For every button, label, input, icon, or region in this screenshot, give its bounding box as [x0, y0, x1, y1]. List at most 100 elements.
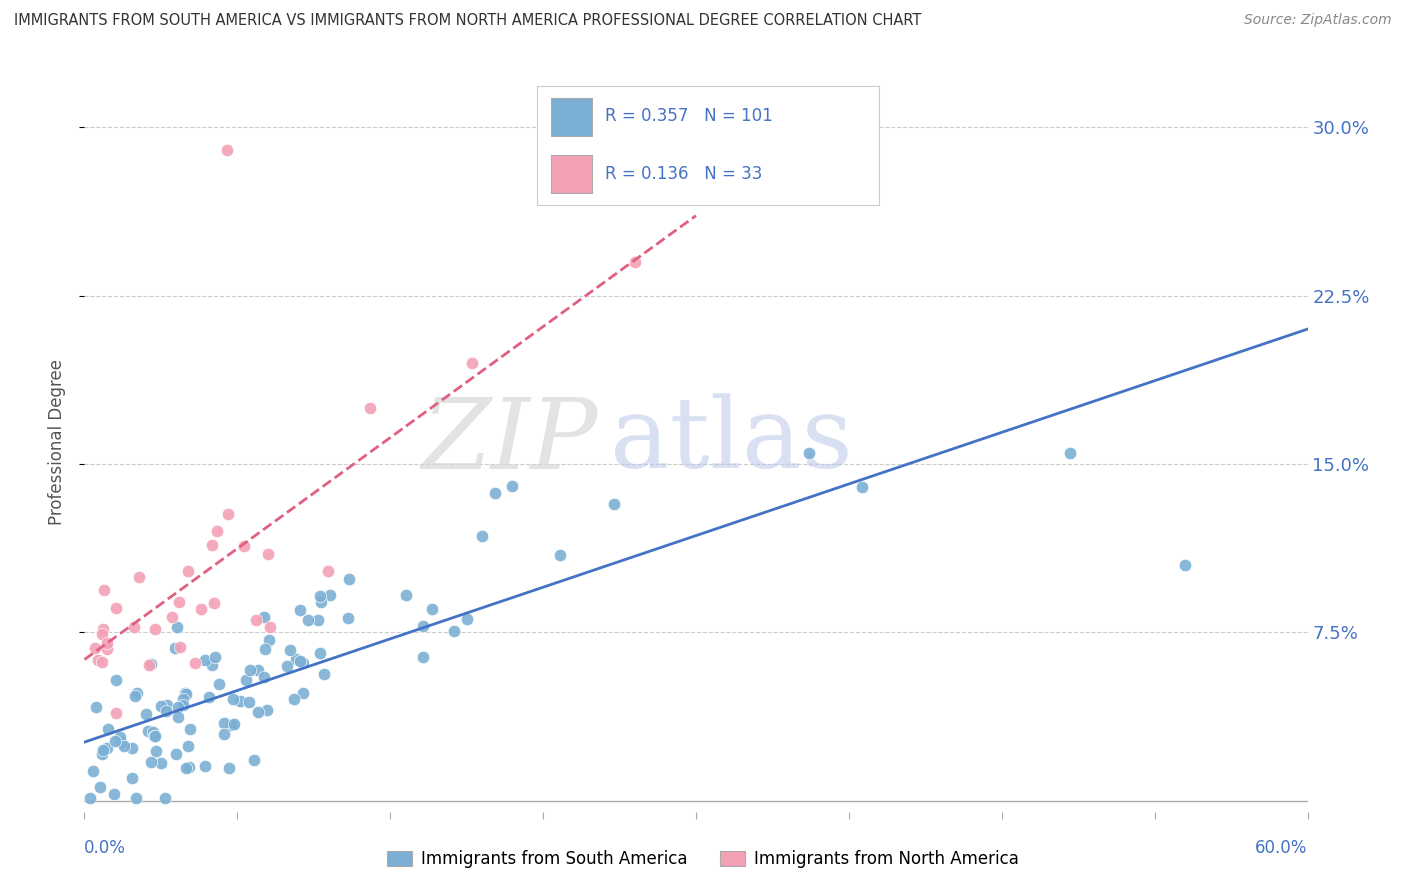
Point: [183, 656, 205, 670]
Point: [167, 595, 190, 609]
Point: [312, 666, 335, 681]
Point: [177, 739, 200, 753]
Point: [112, 739, 135, 753]
Text: ZIP: ZIP: [422, 394, 598, 489]
Point: [292, 686, 315, 700]
Point: [316, 564, 339, 578]
Point: [163, 640, 186, 655]
Point: [190, 602, 212, 616]
Point: [443, 624, 465, 639]
Point: [166, 710, 188, 724]
Point: [139, 657, 162, 671]
Point: [309, 595, 332, 609]
Point: [290, 654, 312, 668]
Point: [290, 602, 312, 616]
Point: [221, 692, 243, 706]
Point: [96, 741, 118, 756]
Point: [194, 653, 217, 667]
Point: [246, 664, 269, 678]
Point: [169, 640, 191, 655]
Point: [179, 722, 201, 736]
Point: [127, 685, 149, 699]
Point: [254, 641, 277, 656]
Point: [394, 588, 416, 602]
Legend: Immigrants from South America, Immigrants from North America: Immigrants from South America, Immigrant…: [381, 844, 1025, 875]
Point: [160, 609, 183, 624]
Point: [153, 791, 176, 805]
Point: [253, 610, 276, 624]
Point: [217, 507, 239, 521]
Point: [103, 787, 125, 801]
Point: [624, 255, 647, 269]
Point: [96, 636, 118, 650]
Point: [91, 743, 114, 757]
Point: [87, 653, 110, 667]
Point: [124, 791, 146, 805]
Point: [91, 627, 114, 641]
Point: [165, 747, 187, 762]
Point: [143, 622, 166, 636]
Point: [156, 698, 179, 712]
Point: [139, 755, 162, 769]
Point: [166, 700, 188, 714]
Point: [93, 582, 115, 597]
Point: [84, 700, 107, 714]
Point: [309, 646, 332, 660]
Point: [243, 753, 266, 767]
Point: [145, 743, 167, 757]
Point: [96, 642, 118, 657]
Point: [91, 622, 114, 636]
Point: [1059, 446, 1081, 460]
Point: [603, 497, 626, 511]
Point: [233, 540, 256, 554]
Point: [104, 733, 127, 747]
Point: [420, 602, 443, 616]
Point: [212, 715, 235, 730]
Point: [461, 356, 484, 370]
Point: [548, 548, 571, 562]
Point: [108, 731, 131, 745]
Point: [212, 726, 235, 740]
Point: [110, 735, 132, 749]
Point: [172, 698, 194, 713]
Point: [291, 656, 314, 670]
Point: [105, 673, 128, 688]
Point: [221, 718, 243, 732]
Point: [280, 643, 302, 657]
Point: [308, 589, 330, 603]
Point: [128, 570, 150, 584]
Point: [105, 706, 128, 720]
Point: [456, 612, 478, 626]
Point: [83, 640, 105, 655]
Point: [91, 747, 114, 762]
Point: [412, 649, 434, 664]
Point: [201, 658, 224, 673]
Point: [172, 692, 194, 706]
Point: [136, 724, 159, 739]
Point: [297, 613, 319, 627]
Text: atlas: atlas: [610, 393, 853, 490]
Point: [359, 401, 381, 415]
Point: [79, 791, 101, 805]
Point: [484, 486, 506, 500]
Point: [238, 695, 260, 709]
Point: [150, 698, 173, 713]
Point: [208, 677, 231, 691]
Point: [502, 479, 524, 493]
Point: [205, 524, 228, 539]
Point: [121, 771, 143, 785]
Text: 0.0%: 0.0%: [84, 838, 127, 856]
Point: [471, 529, 494, 543]
Point: [851, 480, 873, 494]
Point: [283, 692, 305, 706]
Point: [799, 446, 821, 460]
Point: [247, 705, 270, 719]
Point: [218, 761, 240, 775]
Point: [201, 538, 224, 552]
Point: [259, 620, 281, 634]
Point: [177, 564, 200, 578]
Point: [198, 690, 221, 705]
Point: [91, 655, 114, 669]
Point: [104, 601, 127, 615]
Point: [239, 663, 262, 677]
